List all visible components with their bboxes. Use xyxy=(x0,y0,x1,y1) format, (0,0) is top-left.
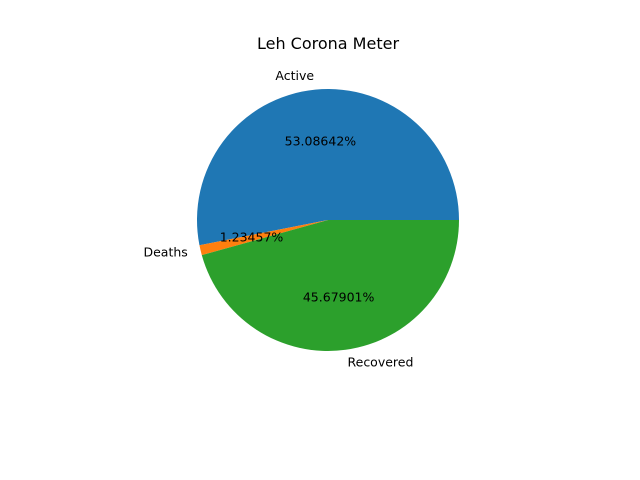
pie-slice-recovered xyxy=(201,220,460,351)
pie-slice-active xyxy=(197,89,459,246)
pie-slice-deaths xyxy=(199,220,328,256)
slice-value-label-recovered: 45.67901% xyxy=(303,289,375,304)
chart-title: Leh Corona Meter xyxy=(257,34,399,53)
slice-label-deaths: Deaths xyxy=(143,245,187,260)
pie-labels: Active 53.08642% Deaths 1.23457% Recovered 45… xyxy=(143,68,413,369)
slice-value-label-deaths: 1.23457% xyxy=(220,230,284,245)
slice-value-label-active: 53.08642% xyxy=(285,133,357,148)
slice-label-recovered: Recovered xyxy=(348,354,414,369)
pie-slices xyxy=(197,89,460,351)
slice-label-active: Active xyxy=(275,68,314,83)
